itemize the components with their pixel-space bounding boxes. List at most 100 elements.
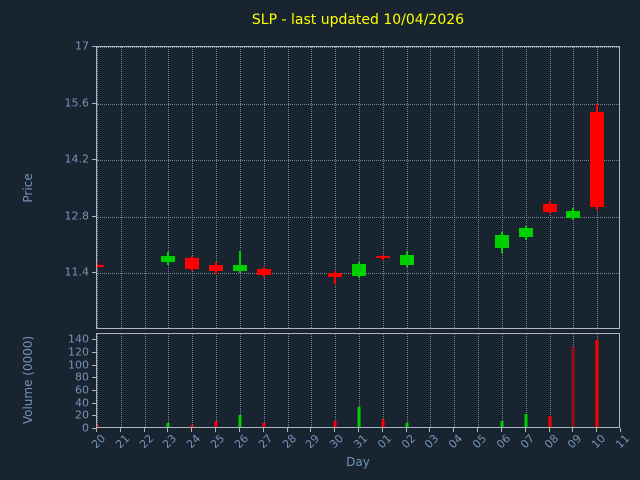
- candle-body: [375, 256, 390, 259]
- volume-bar: [357, 407, 361, 427]
- candle-body: [566, 210, 581, 218]
- price-vertical-gridline: [549, 47, 551, 328]
- volume-bar: [381, 418, 385, 427]
- candle-body: [352, 264, 366, 277]
- price-vertical-gridline: [454, 47, 456, 328]
- volume-vertical-gridline: [216, 334, 218, 427]
- candle-body: [542, 203, 557, 212]
- volume-y-tick-mark: [92, 390, 96, 391]
- volume-bar: [214, 421, 218, 427]
- volume-vertical-gridline: [430, 334, 432, 427]
- volume-vertical-gridline: [478, 334, 480, 427]
- x-tick-label: 27: [255, 432, 275, 452]
- volume-axis-label: Volume (0000): [21, 335, 35, 425]
- x-tick-label: 31: [351, 432, 371, 452]
- volume-y-tick-label: 100: [68, 358, 89, 372]
- price-y-tick-mark: [92, 159, 96, 161]
- volume-bar: [190, 424, 194, 427]
- x-tick-label: 05: [470, 432, 490, 452]
- x-tick-label: 07: [517, 432, 537, 452]
- volume-bar: [595, 340, 599, 427]
- volume-bar: [571, 346, 575, 427]
- x-tick-mark: [358, 428, 359, 432]
- price-horizontal-gridline: [97, 216, 619, 218]
- volume-panel: [96, 333, 620, 428]
- candle-body: [494, 234, 509, 249]
- candle-body: [185, 258, 200, 269]
- volume-y-tick-mark: [92, 428, 96, 429]
- x-tick-mark: [500, 428, 502, 432]
- x-tick-mark: [381, 428, 383, 432]
- volume-vertical-gridline: [549, 334, 551, 427]
- volume-bar: [166, 422, 170, 427]
- chart-title: SLP - last updated 10/04/2026: [251, 12, 465, 28]
- volume-y-tick-label: 60: [75, 383, 89, 397]
- x-tick-mark: [524, 428, 526, 432]
- x-tick-mark: [548, 428, 550, 432]
- volume-vertical-gridline: [501, 334, 503, 427]
- price-vertical-gridline: [382, 47, 384, 328]
- volume-y-tick-mark: [92, 415, 96, 417]
- x-tick-label: 22: [136, 432, 156, 452]
- price-vertical-gridline: [406, 47, 408, 328]
- x-tick-label: 30: [327, 432, 347, 452]
- price-horizontal-gridline: [97, 103, 619, 105]
- x-tick-label: 08: [541, 432, 561, 452]
- volume-bar: [238, 415, 242, 427]
- volume-y-tick-label: 80: [75, 370, 89, 384]
- x-tick-label: 02: [398, 432, 418, 452]
- price-y-tick-mark: [92, 215, 96, 217]
- volume-y-tick-label: 20: [75, 408, 89, 422]
- price-vertical-gridline: [525, 47, 527, 328]
- price-vertical-gridline: [192, 47, 194, 328]
- volume-y-tick-mark: [92, 339, 96, 341]
- volume-vertical-gridline: [239, 334, 241, 427]
- price-axis-label: Price: [21, 173, 35, 203]
- volume-vertical-gridline: [454, 334, 456, 427]
- volume-y-tick-mark: [92, 352, 96, 353]
- volume-vertical-gridline: [168, 334, 170, 427]
- volume-bar: [97, 425, 99, 427]
- price-vertical-gridline: [239, 47, 241, 328]
- price-vertical-gridline: [216, 47, 218, 328]
- x-tick-mark: [96, 428, 97, 432]
- x-tick-label: 03: [422, 432, 442, 452]
- price-vertical-gridline: [359, 47, 360, 328]
- price-y-tick-label: 17: [75, 39, 89, 53]
- price-horizontal-gridline: [97, 160, 619, 162]
- volume-vertical-gridline: [382, 334, 384, 427]
- x-tick-mark: [596, 428, 598, 432]
- volume-vertical-gridline: [406, 334, 408, 427]
- candle-body: [161, 256, 176, 263]
- price-horizontal-gridline: [97, 47, 619, 48]
- volume-vertical-gridline: [120, 334, 122, 427]
- volume-bar: [405, 423, 409, 427]
- x-tick-label: 26: [232, 432, 252, 452]
- volume-y-tick-label: 0: [82, 421, 89, 435]
- x-tick-mark: [143, 428, 145, 432]
- x-tick-mark: [238, 428, 240, 432]
- x-tick-mark: [405, 428, 407, 432]
- price-y-tick-mark: [92, 272, 96, 274]
- x-tick-label: 29: [303, 432, 323, 452]
- volume-bar: [548, 416, 552, 427]
- price-panel: [96, 46, 620, 329]
- price-vertical-gridline: [478, 47, 480, 328]
- price-y-tick-label: 12.8: [64, 209, 90, 223]
- candle-body: [209, 264, 224, 272]
- x-tick-label: 09: [565, 432, 585, 452]
- volume-vertical-gridline: [287, 334, 289, 427]
- candle-body: [399, 255, 414, 265]
- x-tick-label: 21: [112, 432, 133, 452]
- x-tick-label: 11: [613, 432, 633, 452]
- x-tick-mark: [572, 428, 574, 432]
- x-tick-mark: [429, 428, 431, 432]
- price-vertical-gridline: [263, 47, 265, 328]
- x-tick-label: 01: [374, 432, 395, 452]
- volume-vertical-gridline: [335, 334, 337, 427]
- x-tick-mark: [286, 428, 288, 432]
- x-tick-label: 23: [160, 432, 180, 452]
- candle-body: [232, 264, 247, 272]
- volume-y-tick-label: 120: [68, 345, 89, 359]
- x-tick-label: 20: [89, 432, 109, 452]
